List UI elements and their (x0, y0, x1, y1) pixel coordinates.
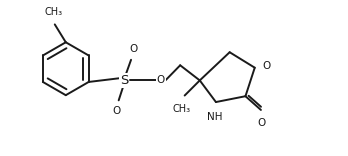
Text: CH₃: CH₃ (45, 7, 63, 17)
Text: O: O (157, 75, 165, 85)
Text: O: O (258, 117, 266, 127)
Text: O: O (129, 44, 137, 54)
Text: S: S (120, 74, 128, 87)
Text: CH₃: CH₃ (173, 105, 191, 115)
Text: NH: NH (207, 112, 223, 122)
Text: O: O (262, 61, 270, 71)
Text: O: O (112, 106, 121, 116)
